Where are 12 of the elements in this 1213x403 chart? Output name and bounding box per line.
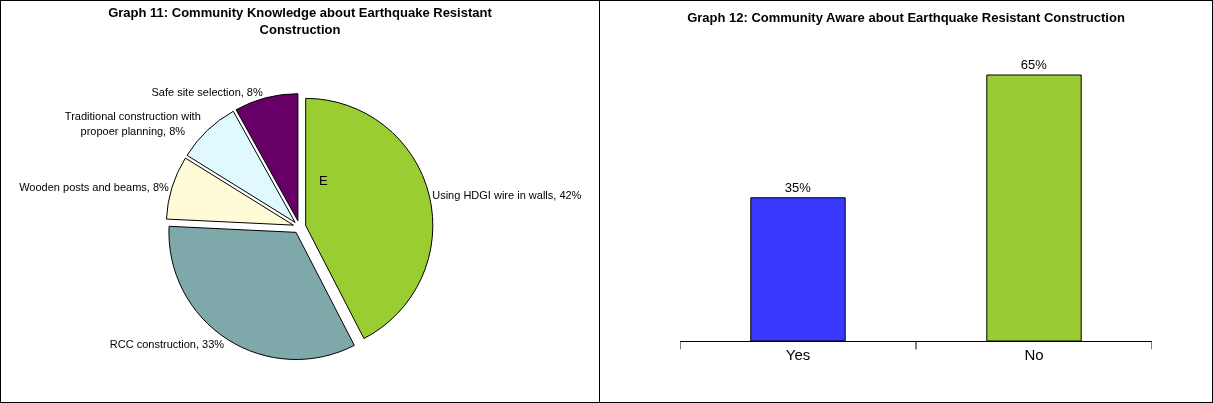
slice-label: Using HDGI wire in walls, 42% [432,189,582,202]
data-label: 65% [1020,57,1048,72]
chart-title: Graph 12: Community Aware about Earthquake Resistant Construction [687,10,1125,26]
x-tick-label: Yes [785,346,811,363]
slice-label: Wooden posts and beams, 8% [19,180,170,193]
data-label: 35% [784,179,812,195]
text: E [319,173,328,188]
slice-label: Safe site selection, 8% [151,86,263,99]
x-tick-label: No [1024,346,1044,363]
chart-title: Graph 11: Community Knowledge about Earthquake Resistant Construction [108,5,493,37]
slice-label: Traditional construction with propoer planning, 8% [64,110,201,137]
slice-label: RCC construction, 33% [109,337,225,350]
